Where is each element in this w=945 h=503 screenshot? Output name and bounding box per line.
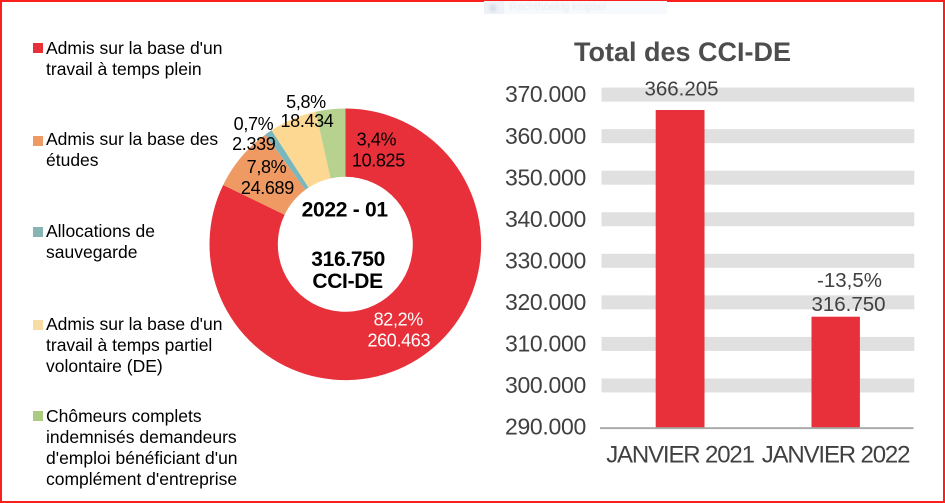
- svg-text:5,8%: 5,8%: [286, 92, 326, 112]
- svg-text:366.205: 366.205: [644, 77, 718, 100]
- svg-text:300.000: 300.000: [505, 372, 586, 398]
- svg-text:-13,5%: -13,5%: [817, 269, 882, 292]
- svg-text:320.000: 320.000: [505, 289, 586, 315]
- svg-text:24.689: 24.689: [241, 178, 294, 198]
- svg-text:JANVIER 2022: JANVIER 2022: [762, 442, 910, 469]
- svg-text:260.463: 260.463: [367, 331, 430, 351]
- svg-text:310.000: 310.000: [505, 331, 586, 357]
- svg-text:JANVIER 2021: JANVIER 2021: [606, 442, 754, 469]
- svg-text:360.000: 360.000: [505, 123, 586, 149]
- svg-text:Total des CCI-DE: Total des CCI-DE: [574, 37, 791, 67]
- svg-text:82,2%: 82,2%: [374, 310, 424, 330]
- svg-text:316.750: 316.750: [311, 248, 385, 271]
- svg-text:350.000: 350.000: [505, 164, 586, 190]
- svg-text:340.000: 340.000: [505, 206, 586, 232]
- svg-text:18.434: 18.434: [281, 111, 334, 131]
- svg-text:0,7%: 0,7%: [234, 114, 274, 134]
- svg-text:316.750: 316.750: [811, 293, 885, 316]
- svg-text:3,4%: 3,4%: [357, 129, 397, 149]
- svg-text:7,8%: 7,8%: [247, 157, 287, 177]
- svg-text:10.825: 10.825: [352, 151, 405, 171]
- svg-text:2.339: 2.339: [232, 134, 276, 154]
- svg-text:2022 - 01: 2022 - 01: [302, 198, 389, 221]
- svg-text:330.000: 330.000: [505, 247, 586, 273]
- svg-text:CCI-DE: CCI-DE: [312, 270, 383, 293]
- svg-text:370.000: 370.000: [505, 81, 586, 107]
- svg-text:290.000: 290.000: [505, 414, 586, 440]
